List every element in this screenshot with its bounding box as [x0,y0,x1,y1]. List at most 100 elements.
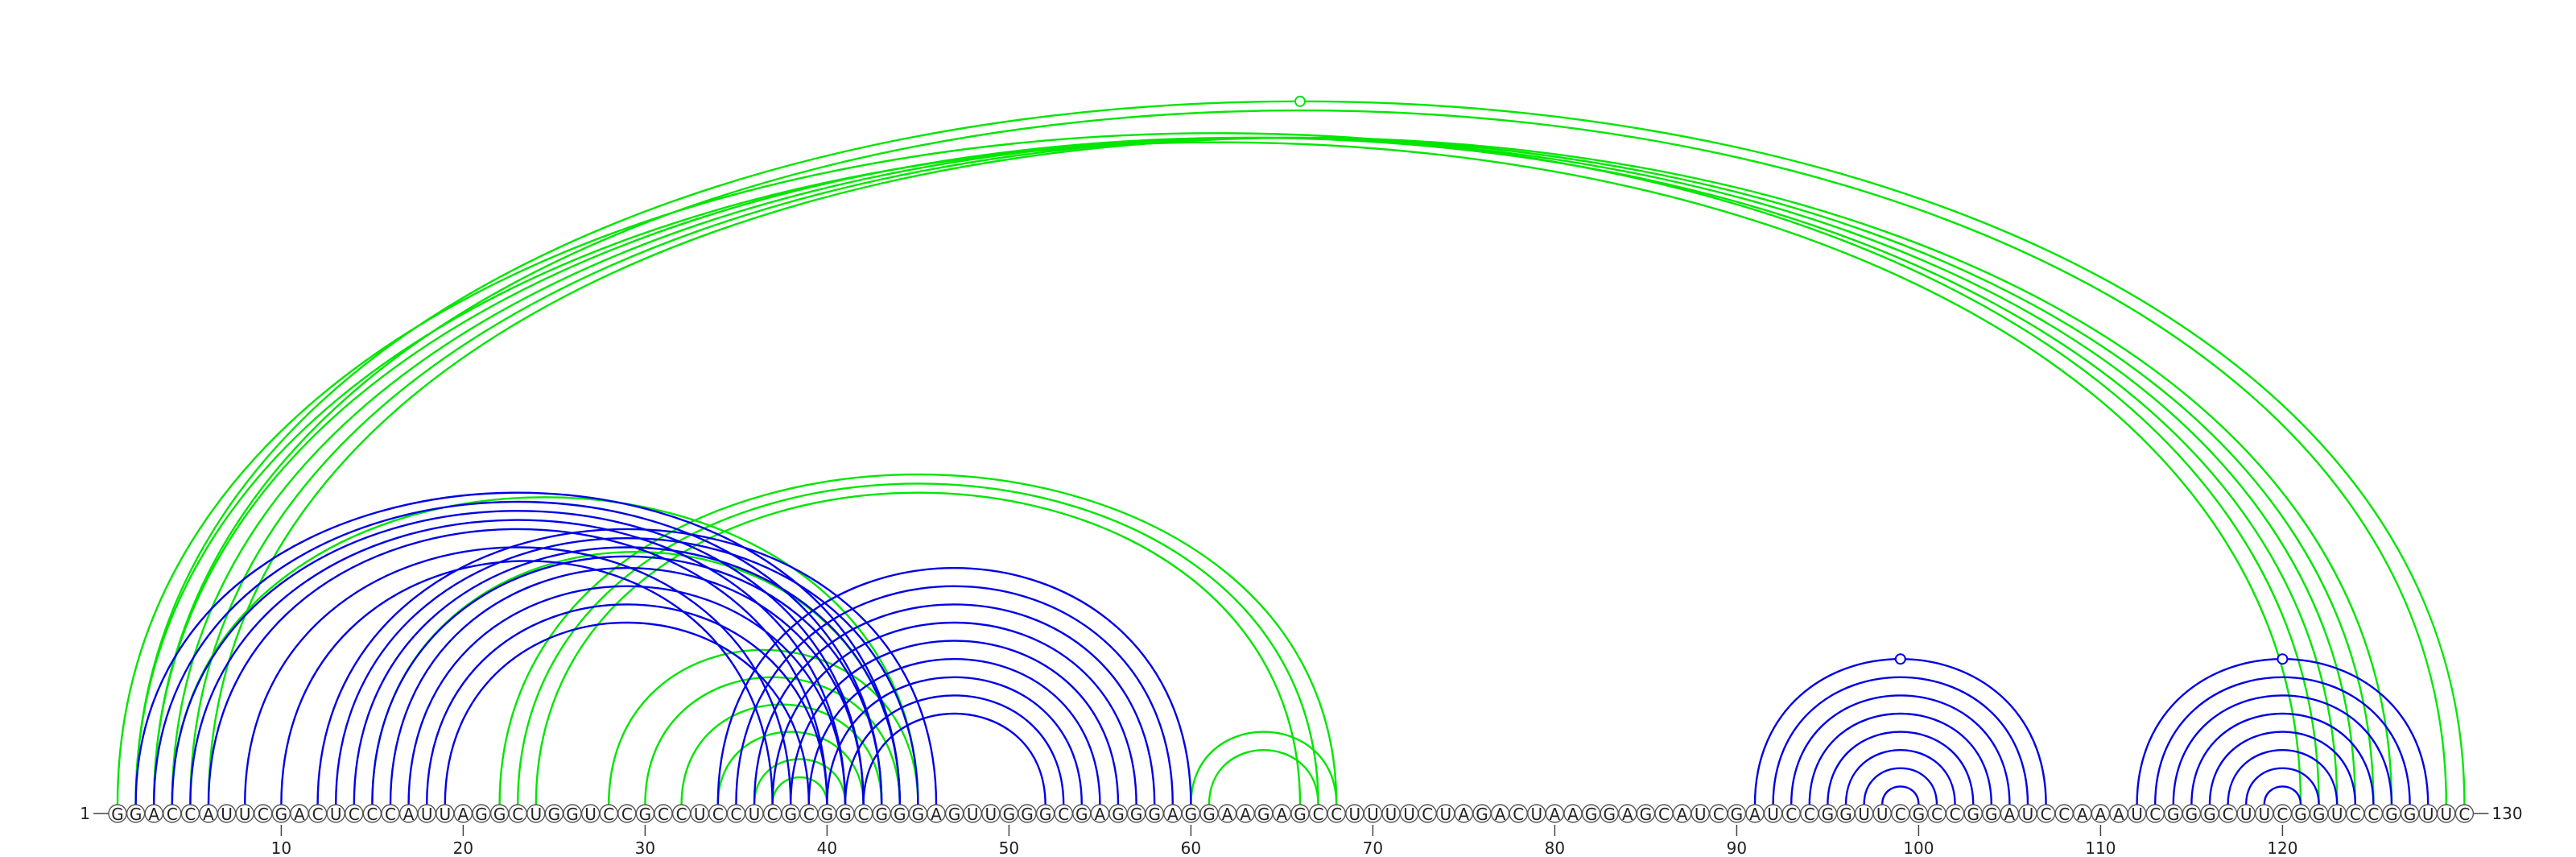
start-position-label: 1 [80,804,90,823]
nucleotide-letter: G [1967,805,1979,824]
nucleotide-letter: U [1530,805,1542,824]
nucleotide-letter: G [1185,805,1198,824]
nucleotide-letter: G [875,805,888,824]
position-axis: 10 20 30 40 50 60 70 80 90 100 110 120 [271,825,2297,857]
nucleotide-letter: C [676,805,687,824]
nucleotide-letter: U [1439,805,1451,824]
nucleotide-letter: G [1294,805,1307,824]
tick-label: 60 [1181,838,1201,857]
nucleotide-letter: U [421,805,433,824]
nucleotide-letter: U [330,805,342,824]
nucleotide-letter: G [275,805,288,824]
blue-arc-14-44 [353,546,901,805]
blue-arc-98-100 [1881,785,1920,805]
nucleotide-letter: A [2077,805,2088,824]
nucleotide-letter: C [1331,805,1342,824]
blue-arc-95-103 [1827,731,1975,805]
blue-arc-41-53 [844,694,1065,805]
nucleotide-letter: C [2041,805,2052,824]
green-arcs [116,100,2466,805]
nucleotide-letter: G [1257,805,1270,824]
nucleotide-letter: C [2277,805,2288,824]
end-position-label: 130 [2491,804,2522,823]
nucleotide-letter: U [1403,805,1415,824]
blue-arc-113-127 [2154,676,2411,805]
nucleotide-letter: C [1422,805,1433,824]
green-arc-6-126 [207,136,2393,805]
nucleotide-letter: A [1459,805,1470,824]
tick-label: 20 [453,838,473,857]
nucleotide-letter: U [1858,805,1870,824]
nucleotide-letter: U [1876,805,1889,824]
green-arc-5-125 [189,136,2375,805]
nucleotide-letter: G [548,805,561,824]
blue-loop-marker-99 [1894,653,1906,665]
blue-arc-8-38 [244,546,792,805]
nucleotide-letter: C [349,805,360,824]
nucleotide-letter: G [2385,805,2398,824]
nucleotide-letter: G [1839,805,1852,824]
tick-label: 30 [635,838,655,857]
nucleotide-letter: G [839,805,852,824]
nucleotide-letter: U [1367,805,1379,824]
nucleotide-letter: A [2095,805,2107,824]
nucleotide-letter: G [2186,805,2198,824]
nucleotide-letter: G [1130,805,1143,824]
nucleotide-letter: C [603,805,614,824]
nucleotide-letter: U [221,805,233,824]
nucleotide-letter: C [312,805,324,824]
nucleotide-letter: G [1822,805,1835,824]
blue-arc-37-57 [771,622,1137,805]
nucleotide-letter: U [530,805,542,824]
nucleotide-letter: C [167,805,178,824]
nucleotide-letter: G [894,805,906,824]
nucleotide-letter: C [1950,805,1961,824]
nucleotide-letter: G [1075,805,1088,824]
tick-label: 10 [271,838,291,857]
nucleotide-letter: C [385,805,396,824]
blue-arc-94-104 [1808,713,1992,805]
nucleotide-letter: U [439,805,451,824]
blue-arc-115-125 [2190,713,2375,805]
green-arc-23-67 [517,482,1319,805]
nucleotide-letter: G [1148,805,1161,824]
nucleotide-letter: G [784,805,797,824]
nucleotide-letter: C [2058,805,2070,824]
blue-arc-2-44 [134,491,901,805]
nucleotide-letter: U [967,805,979,824]
green-arc-4-124 [171,136,2356,805]
nucleotide-letter: C [658,805,669,824]
tick-label: 120 [2267,838,2297,857]
blue-arc-19-39 [444,622,810,805]
blue-loop-marker-120 [2277,653,2289,665]
nucleotide-letter: A [1495,805,1506,824]
blue-arc-36-58 [753,603,1156,805]
green-arc-2-121 [134,141,2302,805]
green-arc-34-42 [716,731,865,805]
nucleotide-letter: C [730,805,741,824]
nucleotide-letter: A [1622,805,1633,824]
nucleotide-letter: G [639,805,652,824]
nucleotide-letter: G [2313,805,2326,824]
blue-arc-119-121 [2263,785,2302,805]
tick-label: 80 [1545,838,1565,857]
nucleotide-letter: A [1749,805,1761,824]
blue-arc-5-41 [189,519,847,805]
nucleotide-letter: C [1313,805,1324,824]
nucleotide-letter: U [1348,805,1360,824]
blue-arc-6-40 [207,528,828,805]
green-arc-37-40 [771,776,828,805]
nucleotide-letter: C [1713,805,1724,824]
nucleotide-letter: U [2422,805,2434,824]
green-arc-36-41 [753,758,847,805]
nucleotide-letter: C [1895,805,1906,824]
nucleotide-letter: U [985,805,997,824]
green-arc-3-129 [153,109,2447,805]
nucleotide-letter: G [493,805,506,824]
nucleotide-letter: A [203,805,214,824]
green-arc-22-68 [498,474,1338,805]
tick-label: 100 [1903,838,1934,857]
nucleotide-letter: A [1222,805,1233,824]
